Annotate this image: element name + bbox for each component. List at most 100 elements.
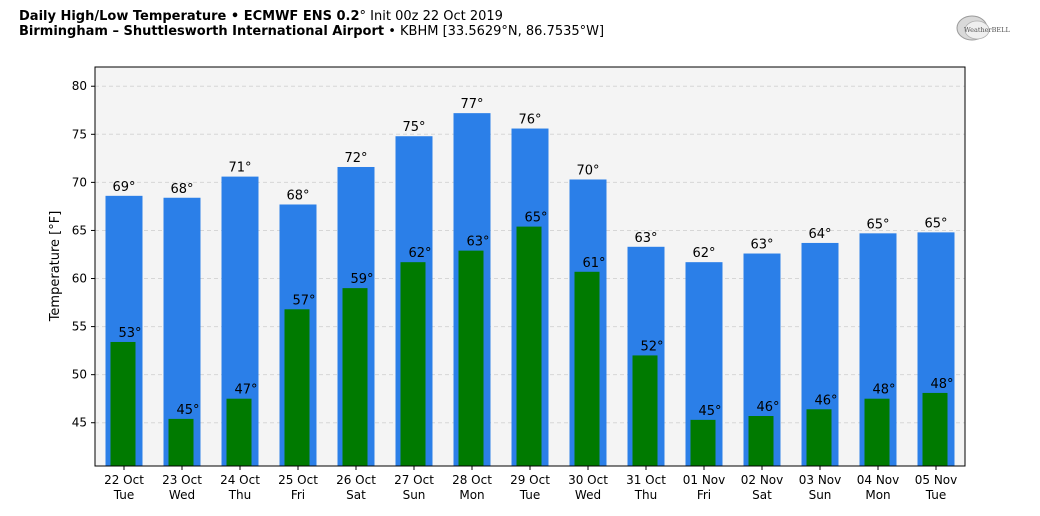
high-temp-label: 68° xyxy=(286,188,309,203)
low-temp-label: 45° xyxy=(699,404,722,419)
high-temp-label: 68° xyxy=(170,182,193,197)
low-temp-label: 65° xyxy=(525,211,548,226)
chart-subtitle: Birmingham – Shuttlesworth International… xyxy=(19,24,604,39)
high-temp-label: 71° xyxy=(228,161,251,176)
x-tick-weekday: Tue xyxy=(925,488,947,502)
x-tick-weekday: Thu xyxy=(228,488,252,502)
low-temp-label: 48° xyxy=(873,383,896,398)
low-temp-bar xyxy=(110,341,136,466)
x-tick-date: 01 Nov xyxy=(683,473,726,487)
y-tick-label: 65 xyxy=(72,223,87,237)
low-temp-bar xyxy=(864,398,890,466)
low-temp-label: 59° xyxy=(351,272,374,287)
x-tick-date: 31 Oct xyxy=(626,473,666,487)
x-tick-date: 28 Oct xyxy=(452,473,492,487)
y-tick-label: 70 xyxy=(72,175,87,189)
y-axis: 45 50 55 60 65 70 75 80 xyxy=(72,79,95,430)
location-detail: • KBHM [33.5629°N, 86.7535°W] xyxy=(384,24,605,39)
low-temp-label: 46° xyxy=(757,400,780,415)
y-tick-label: 60 xyxy=(72,272,87,286)
x-tick-date: 22 Oct xyxy=(104,473,144,487)
x-tick-weekday: Thu xyxy=(634,488,658,502)
low-temp-bar xyxy=(574,271,600,466)
plot-frame xyxy=(94,66,966,467)
title-degree: ° xyxy=(359,9,367,24)
x-tick-weekday: Wed xyxy=(169,488,195,502)
low-temp-bar xyxy=(342,288,368,466)
low-temp-label: 47° xyxy=(235,383,258,398)
high-temp-label: 65° xyxy=(924,216,947,231)
x-tick-weekday: Fri xyxy=(291,488,305,502)
x-tick-date: 24 Oct xyxy=(220,473,260,487)
x-tick-weekday: Wed xyxy=(575,488,601,502)
y-tick-label: 75 xyxy=(72,127,87,141)
x-tick-date: 30 Oct xyxy=(568,473,608,487)
chart-title: Daily High/Low Temperature • ECMWF ENS 0… xyxy=(19,9,604,24)
x-tick-date: 03 Nov xyxy=(799,473,842,487)
title-main: Daily High/Low Temperature • ECMWF ENS 0… xyxy=(19,9,360,24)
logo-text: WeatherBELL xyxy=(964,26,1010,34)
low-temp-bar xyxy=(806,409,832,466)
low-temp-label: 52° xyxy=(641,339,664,354)
y-tick-label: 45 xyxy=(72,416,87,430)
low-temp-bar xyxy=(748,416,774,466)
low-temp-label: 46° xyxy=(815,393,838,408)
bars xyxy=(105,113,955,467)
x-tick-date: 27 Oct xyxy=(394,473,434,487)
low-temp-bar xyxy=(400,262,426,466)
x-tick-date: 25 Oct xyxy=(278,473,318,487)
low-temp-label: 48° xyxy=(931,377,954,392)
high-temp-label: 77° xyxy=(460,97,483,112)
x-tick-weekday: Mon xyxy=(459,488,484,502)
low-temp-bar xyxy=(516,226,542,466)
low-temp-bar xyxy=(690,419,716,466)
low-temp-label: 61° xyxy=(583,256,606,271)
low-temp-bar xyxy=(458,250,484,466)
high-temp-label: 64° xyxy=(808,227,831,242)
high-temp-label: 72° xyxy=(344,151,367,166)
high-temp-label: 69° xyxy=(112,180,135,195)
y-tick-label: 55 xyxy=(72,320,87,334)
high-temp-label: 75° xyxy=(402,120,425,135)
high-temp-label: 62° xyxy=(692,246,715,261)
high-temp-label: 63° xyxy=(634,231,657,246)
x-tick-weekday: Sat xyxy=(752,488,772,502)
y-axis-label: Temperature [°F] xyxy=(48,211,63,323)
low-temp-label: 63° xyxy=(467,235,490,250)
x-tick-weekday: Tue xyxy=(519,488,541,502)
x-tick-date: 04 Nov xyxy=(857,473,900,487)
x-tick-date: 29 Oct xyxy=(510,473,550,487)
x-tick-weekday: Fri xyxy=(697,488,711,502)
bar-labels: 69° 53° 68° 45° 71° 47° 68° 57° 72° 59° 75° 62° 77° 6… xyxy=(112,97,953,419)
low-temp-label: 53° xyxy=(119,326,142,341)
x-tick-weekday: Sun xyxy=(403,488,426,502)
x-tick-weekday: Tue xyxy=(113,488,135,502)
low-temp-label: 57° xyxy=(293,293,316,308)
x-tick-weekday: Sun xyxy=(809,488,832,502)
low-temp-bar xyxy=(168,418,194,466)
low-temp-bar xyxy=(226,398,252,466)
y-tick-label: 50 xyxy=(72,368,87,382)
x-tick-weekday: Sat xyxy=(346,488,366,502)
high-temp-label: 70° xyxy=(576,163,599,178)
title-block: Daily High/Low Temperature • ECMWF ENS 0… xyxy=(19,9,604,39)
low-temp-bar xyxy=(284,309,310,466)
high-temp-label: 76° xyxy=(518,113,541,128)
low-temp-bar xyxy=(632,355,658,466)
location-name: Birmingham – Shuttlesworth International… xyxy=(19,24,385,39)
weatherbell-logo: WeatherBELL xyxy=(956,15,1010,41)
x-tick-date: 26 Oct xyxy=(336,473,376,487)
y-tick-label: 80 xyxy=(72,79,87,93)
low-temp-bar xyxy=(922,392,948,466)
high-temp-label: 65° xyxy=(866,217,889,232)
high-temp-label: 63° xyxy=(750,238,773,253)
x-tick-date: 23 Oct xyxy=(162,473,202,487)
title-init: Init 00z 22 Oct 2019 xyxy=(366,9,503,24)
x-tick-date: 05 Nov xyxy=(915,473,958,487)
x-tick-date: 02 Nov xyxy=(741,473,784,487)
x-tick-weekday: Mon xyxy=(865,488,890,502)
low-temp-label: 45° xyxy=(177,403,200,418)
low-temp-label: 62° xyxy=(409,246,432,261)
